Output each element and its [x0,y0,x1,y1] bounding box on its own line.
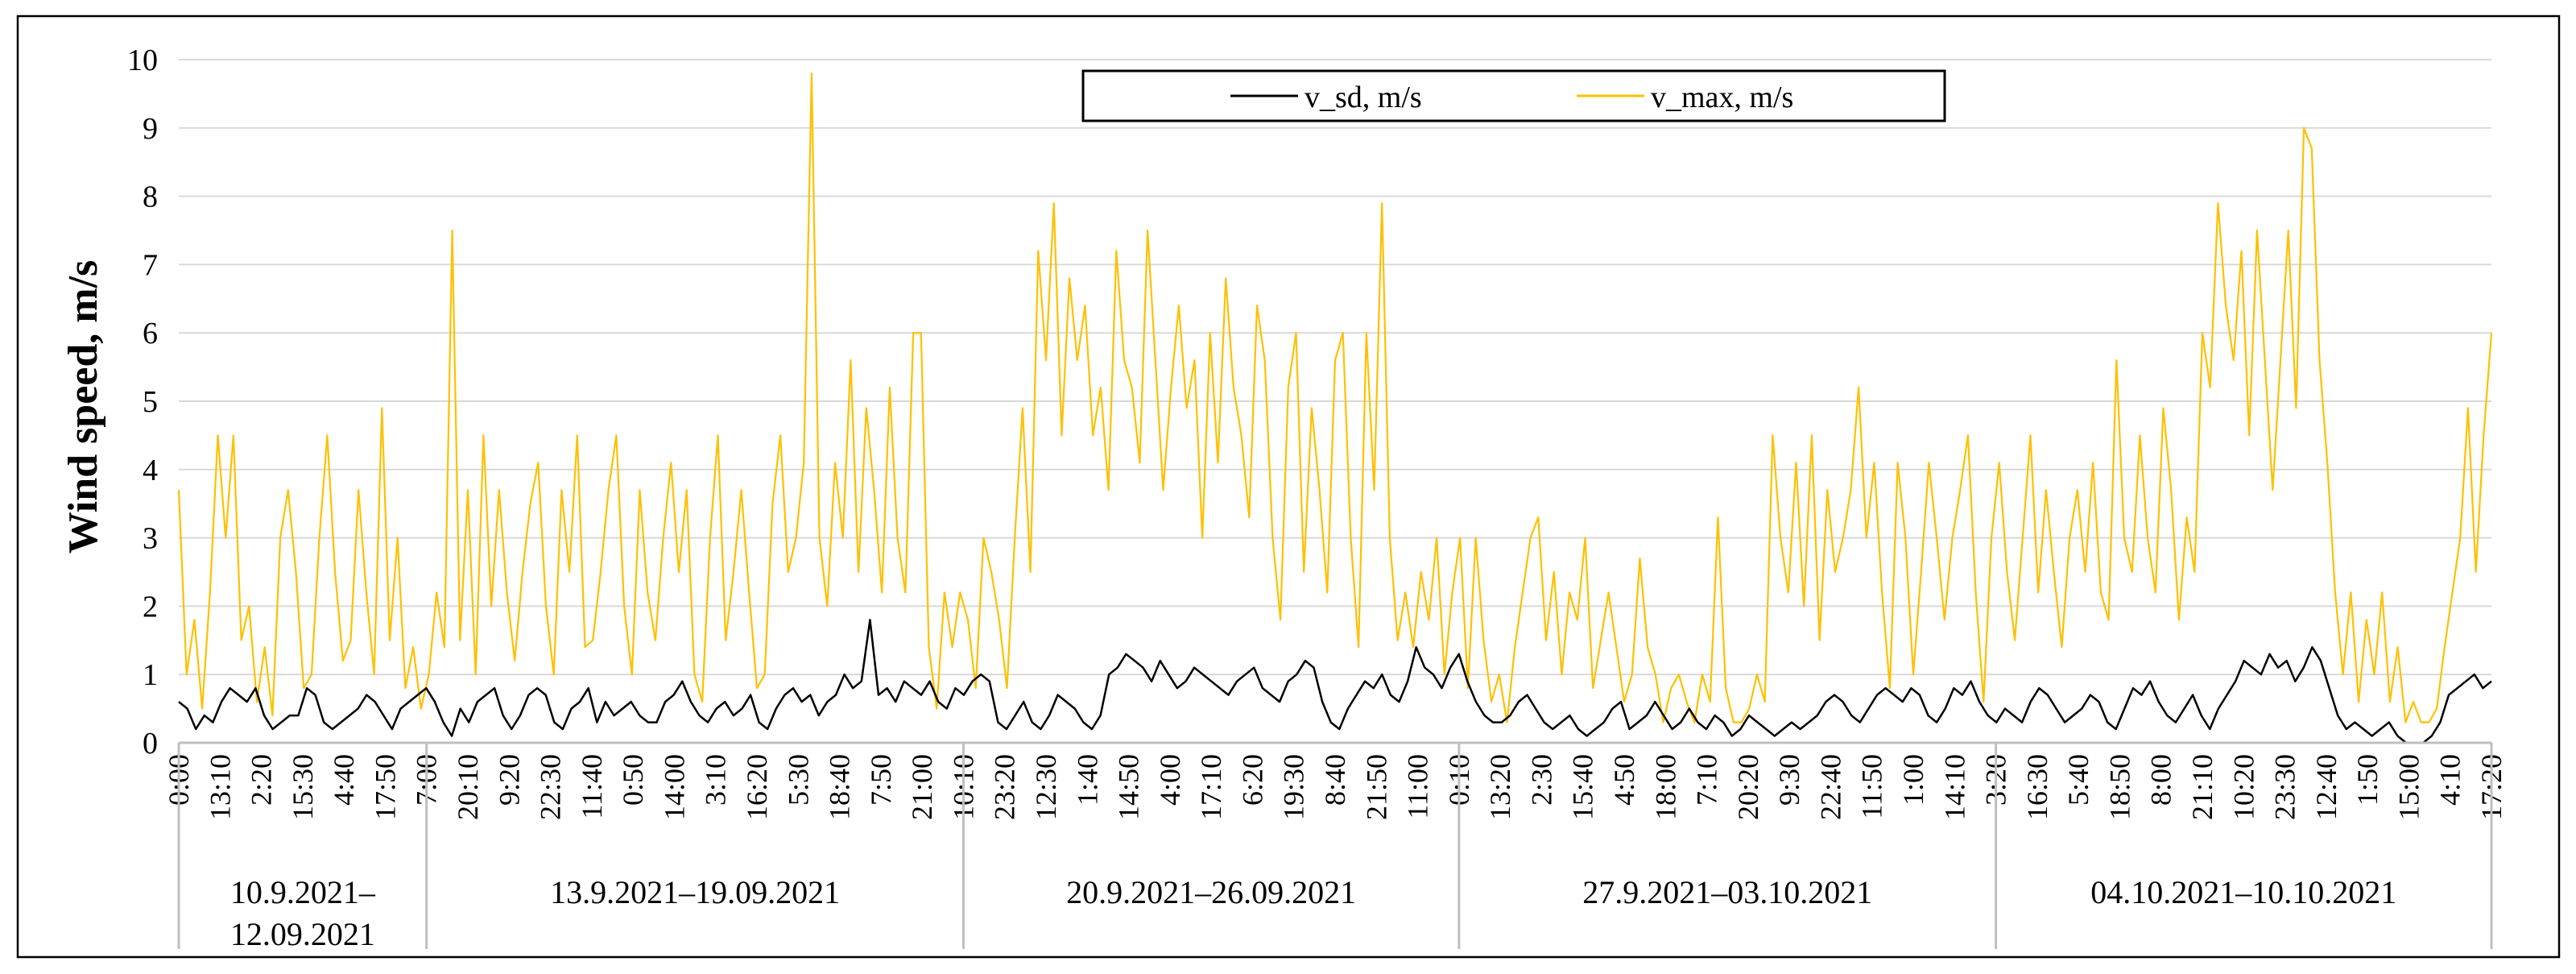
x-tick-label: 15:40 [1567,754,1599,820]
legend-label-v-sd: v_sd, m/s [1305,81,1422,114]
legend-box [1081,69,1946,122]
x-tick-label: 20:20 [1732,754,1764,820]
legend-label-v-max: v_max, m/s [1651,81,1793,114]
x-tick-label: 13:10 [204,754,236,820]
x-tick-labels: 0:00 13:10 2:20 15:30 4:40 17:50 7:00 20:10 9:20… [163,754,2508,820]
series-line-v-max [177,72,2493,723]
x-tick-label: 14:00 [658,754,690,820]
x-tick-label: 5:40 [2062,754,2094,806]
x-tick-label: 20:10 [452,754,484,820]
y-tick-label: 2 [143,590,158,624]
x-tick-label: 0:50 [617,754,649,806]
x-tick-label: 21:50 [1360,754,1392,820]
x-tick-label: 16:20 [741,754,773,820]
y-tick-label: 4 [143,454,158,487]
y-tick-label: 8 [143,180,158,214]
x-tick-label: 23:30 [2269,754,2301,820]
x-tick-label: 8:40 [1319,754,1351,806]
x-tick-label: 4:50 [1608,754,1640,806]
x-tick-label: 14:10 [1938,754,1970,820]
x-tick-label: 11:00 [1402,754,1434,819]
x-tick-label: 4:40 [328,754,360,806]
x-tick-label: 12:30 [1030,754,1062,820]
x-tick-label: 1:50 [2351,754,2384,806]
x-tick-label: 4:00 [1154,754,1186,806]
x-tick-label: 21:00 [906,754,938,820]
x-tick-label: 9:30 [1773,754,1805,806]
x-tick-label: 18:40 [824,754,856,820]
y-tick-label: 7 [143,248,158,282]
x-tick-label: 7:10 [1691,754,1723,806]
series-layer [177,72,2493,744]
period-label: 20.9.2021–26.09.2021 [1066,874,1356,910]
x-tick-label: 22:30 [535,754,567,820]
x-tick-label: 16:30 [2021,754,2053,820]
y-tick-label: 1 [143,658,158,692]
x-tick-label: 12:40 [2310,754,2342,820]
period-label: 13.9.2021–19.09.2021 [550,874,840,910]
y-tick-label: 9 [143,112,158,146]
x-tick-label: 5:30 [782,754,814,806]
chart-frame [16,15,2561,959]
x-tick-label: 22:40 [1814,754,1846,820]
x-tick-label: 18:50 [2103,754,2136,820]
period-labels: 10.9.2021– 12.09.2021 13.9.2021–19.09.2021… [177,743,2493,952]
period-label: 27.9.2021–03.10.2021 [1582,874,1872,910]
x-tick-label: 17:10 [1195,754,1227,820]
x-tick-label: 15:30 [287,754,319,820]
x-tick-label: 2:30 [1525,754,1557,806]
y-tick-label: 0 [143,727,158,761]
x-tick-label: 1:40 [1071,754,1103,806]
x-tick-label: 11:50 [1856,754,1888,819]
x-tick-label: 8:00 [2145,754,2177,806]
x-tick-label: 1:00 [1897,754,1929,806]
x-tick-label: 4:10 [2434,754,2466,806]
x-tick-label: 3:10 [700,754,732,806]
gridlines [179,59,2491,676]
y-tick-label: 3 [143,522,158,556]
x-tick-label: 7:50 [865,754,897,806]
legend: v_sd, m/s v_max, m/s [1081,69,1946,122]
x-tick-label: 18:00 [1649,754,1681,820]
y-tick-label: 6 [143,317,158,350]
x-tick-label: 21:10 [2186,754,2218,820]
period-label: 04.10.2021–10.10.2021 [2090,874,2396,910]
x-tick-label: 15:00 [2392,754,2425,820]
x-tick-label: 11:40 [576,754,608,819]
period-label: 12.09.2021 [230,916,375,952]
x-tick-label: 2:20 [246,754,278,806]
y-tick-label: 10 [127,44,158,77]
x-tick-label: 13:20 [1484,754,1516,820]
y-tick-label: 5 [143,385,158,419]
x-tick-label: 10:20 [2227,754,2260,820]
x-tick-label: 17:50 [369,754,401,820]
period-label: 10.9.2021– [230,874,376,910]
x-tick-label: 9:20 [493,754,525,806]
x-tick-label: 14:50 [1113,754,1145,820]
series-line-v-sd [178,619,2492,744]
x-tick-label: 6:20 [1236,754,1268,806]
y-tick-labels: 0 1 2 3 4 5 6 7 8 9 10 [127,44,158,761]
x-tick-label: 23:20 [989,754,1021,820]
y-axis-label: Wind speed, m/s [60,260,106,554]
x-tick-label: 19:30 [1278,754,1310,820]
